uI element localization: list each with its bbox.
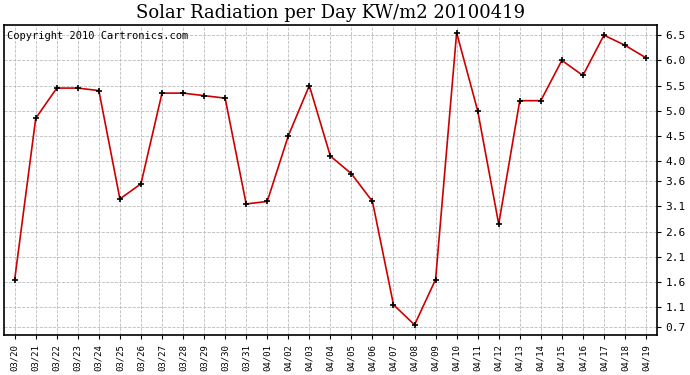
- Text: Copyright 2010 Cartronics.com: Copyright 2010 Cartronics.com: [8, 31, 188, 41]
- Title: Solar Radiation per Day KW/m2 20100419: Solar Radiation per Day KW/m2 20100419: [136, 4, 525, 22]
